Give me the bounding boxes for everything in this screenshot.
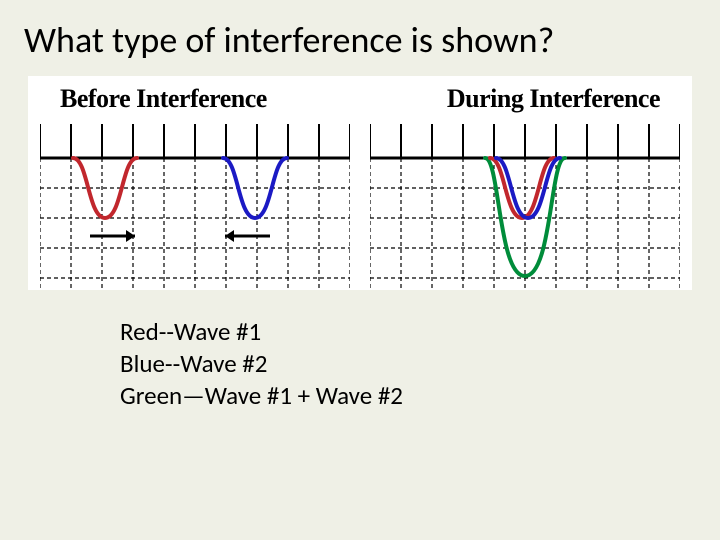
chart-before bbox=[40, 118, 350, 288]
diagram-area: Before Interference During Interference bbox=[28, 76, 692, 290]
panel-during bbox=[370, 118, 680, 288]
legend-line-blue: Blue--Wave #2 bbox=[120, 348, 720, 380]
panel-title-right: During Interference bbox=[447, 84, 660, 114]
panel-title-left: Before Interference bbox=[60, 84, 267, 114]
chart-during bbox=[370, 118, 680, 288]
panels-row bbox=[40, 118, 680, 288]
page-title: What type of interference is shown? bbox=[0, 0, 720, 70]
legend-line-red: Red--Wave #1 bbox=[120, 316, 720, 348]
legend: Red--Wave #1 Blue--Wave #2 Green—Wave #1… bbox=[120, 316, 720, 412]
panel-before bbox=[40, 118, 350, 288]
legend-line-green: Green—Wave #1 + Wave #2 bbox=[120, 380, 720, 412]
arrow-head-icon bbox=[126, 230, 135, 242]
panel-titles: Before Interference During Interference bbox=[40, 84, 680, 118]
